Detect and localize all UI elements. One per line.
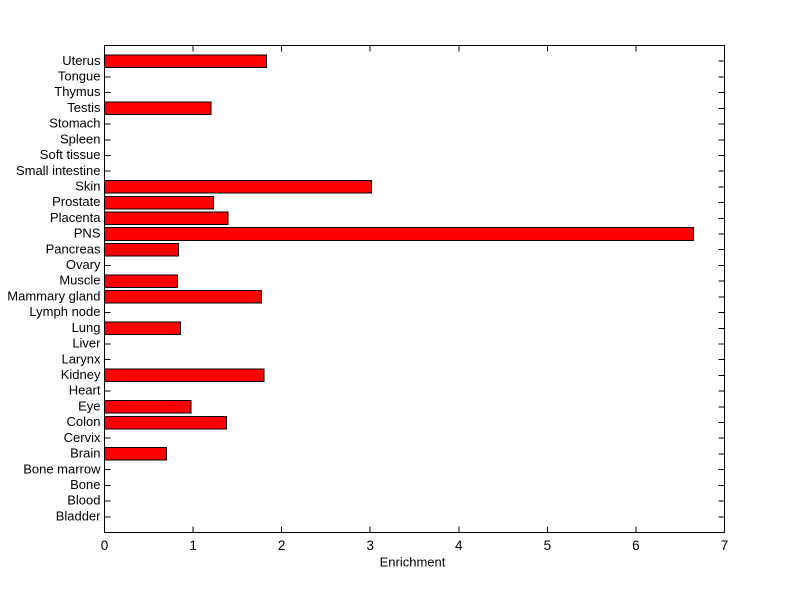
svg-text:7: 7: [721, 538, 729, 553]
svg-text:Bladder: Bladder: [56, 508, 101, 523]
svg-text:Liver: Liver: [72, 336, 101, 351]
svg-text:Stomach: Stomach: [49, 116, 100, 131]
svg-text:Ovary: Ovary: [66, 257, 101, 272]
svg-text:4: 4: [455, 538, 463, 553]
svg-text:Small intestine: Small intestine: [16, 163, 101, 178]
svg-text:Pancreas: Pancreas: [46, 241, 101, 256]
svg-text:Muscle: Muscle: [59, 273, 100, 288]
svg-text:Cervix: Cervix: [64, 430, 101, 445]
svg-text:Blood: Blood: [67, 493, 100, 508]
svg-text:2: 2: [278, 538, 286, 553]
svg-text:Prostate: Prostate: [52, 194, 100, 209]
svg-text:Bone: Bone: [70, 477, 100, 492]
svg-text:Mammary gland: Mammary gland: [7, 289, 100, 304]
svg-text:Lymph node: Lymph node: [29, 304, 100, 319]
svg-text:Spleen: Spleen: [60, 131, 100, 146]
svg-text:Thymus: Thymus: [54, 84, 101, 99]
svg-text:6: 6: [632, 538, 640, 553]
svg-text:Eye: Eye: [78, 398, 100, 413]
svg-text:Lung: Lung: [72, 320, 101, 335]
svg-text:Tongue: Tongue: [58, 69, 101, 84]
svg-text:1: 1: [189, 538, 197, 553]
svg-text:Skin: Skin: [75, 179, 100, 194]
svg-text:Colon: Colon: [67, 414, 101, 429]
svg-text:Testis: Testis: [67, 100, 101, 115]
svg-text:Enrichment: Enrichment: [380, 554, 446, 569]
svg-text:PNS: PNS: [74, 226, 101, 241]
svg-text:Soft tissue: Soft tissue: [40, 147, 101, 162]
svg-text:Kidney: Kidney: [61, 367, 101, 382]
svg-text:0: 0: [101, 538, 109, 553]
svg-text:Larynx: Larynx: [61, 351, 101, 366]
svg-text:5: 5: [544, 538, 552, 553]
svg-text:Bone marrow: Bone marrow: [23, 461, 101, 476]
svg-text:Heart: Heart: [69, 383, 101, 398]
svg-text:Uterus: Uterus: [62, 53, 101, 68]
svg-text:Brain: Brain: [70, 446, 100, 461]
svg-text:Placenta: Placenta: [50, 210, 101, 225]
svg-text:3: 3: [366, 538, 374, 553]
